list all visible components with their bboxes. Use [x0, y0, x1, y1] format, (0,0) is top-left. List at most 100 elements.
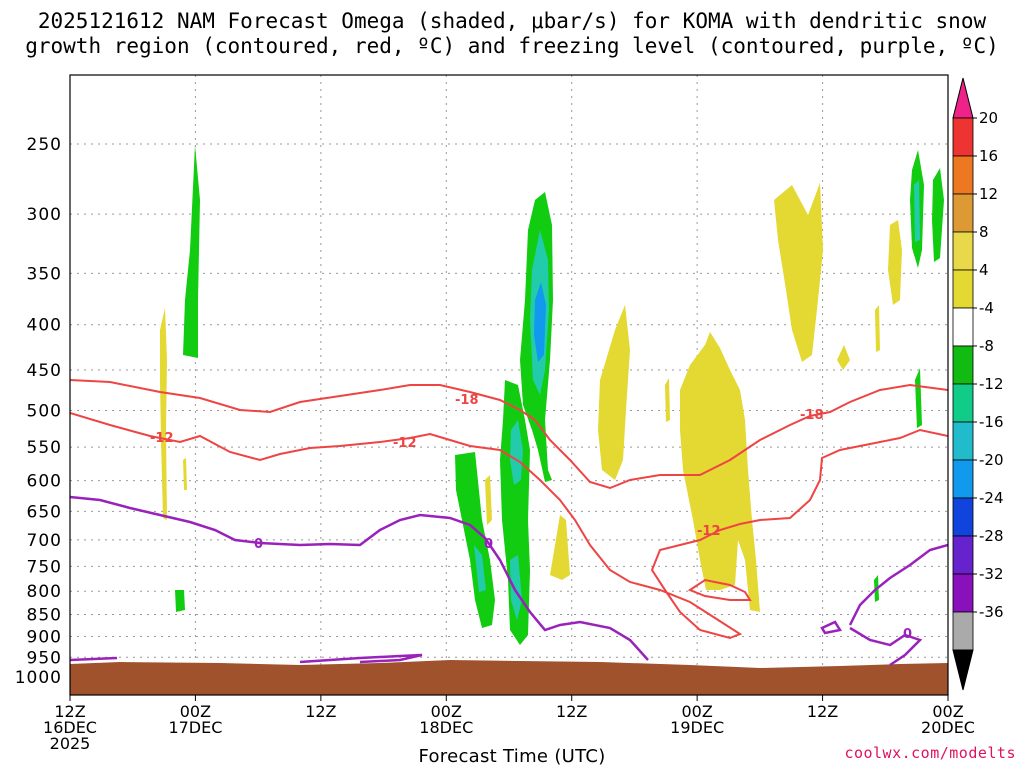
colorbar-segment: [952, 649, 974, 691]
omega-yellow-area: [875, 305, 880, 352]
dgz-contour-minus12: [70, 412, 948, 640]
y-tick-label: 600: [27, 472, 62, 492]
colorbar-segment: [952, 117, 974, 157]
colorbar-label: -4: [979, 299, 994, 317]
y-tick-label: 250: [27, 135, 62, 155]
colorbar-label: 20: [979, 109, 998, 127]
y-tick-label: 450: [27, 361, 62, 381]
freezing-level-contour: [820, 543, 948, 667]
y-tick-label: 300: [27, 205, 62, 225]
colorbar-label: -28: [979, 527, 1004, 545]
x-tick-label: 17DEC: [168, 718, 222, 737]
omega-green-area: [915, 368, 922, 428]
y-tick-label: 900: [27, 627, 62, 647]
colorbar: 20 16 12 8 4 -4 -8 -12 -16 -20 -24 -28 -32 -36: [952, 77, 1004, 691]
omega-green-area: [932, 168, 944, 262]
omega-yellow-area: [680, 332, 760, 612]
x-tick-label: 12Z: [807, 702, 838, 721]
contour-label: 0: [254, 537, 263, 552]
freezing-level-contour: [70, 653, 423, 664]
y-axis-ticks: 2503003504004505005506006507007508008509…: [15, 135, 62, 688]
colorbar-segment: [952, 421, 974, 461]
colorbar-segment: [952, 155, 974, 195]
colorbar-label: -32: [979, 565, 1004, 583]
colorbar-label: 8: [979, 223, 989, 241]
contour-label: -12: [393, 436, 417, 451]
omega-yellow-area: [160, 308, 167, 520]
x-tick-label: 00Z: [932, 702, 963, 721]
chart-title-line-2: growth region (contoured, red, ºC) and f…: [25, 34, 999, 58]
omega-cyan-area: [510, 555, 522, 620]
colorbar-label: -12: [979, 375, 1004, 393]
y-tick-label: 650: [27, 502, 62, 522]
x-tick-label: 19DEC: [670, 718, 724, 737]
colorbar-label: 12: [979, 185, 998, 203]
omega-yellow-area: [183, 458, 187, 490]
y-tick-label: 400: [27, 316, 62, 336]
plot-frame: [69, 74, 949, 696]
colorbar-segment: [952, 497, 974, 537]
contour-labels: -18 -12 -12 -18 -12 0 0 0: [150, 393, 912, 642]
omega-yellow-area: [774, 183, 823, 362]
omega-green-area: [500, 380, 530, 645]
contour-label: -12: [150, 431, 174, 446]
colorbar-segment: [952, 77, 974, 119]
colorbar-segment: [952, 307, 974, 347]
omega-yellow-area: [485, 475, 492, 525]
y-tick-label: 750: [27, 557, 62, 577]
x-tick-label: 2025: [50, 734, 91, 753]
colorbar-segment: [952, 611, 974, 651]
y-tick-label: 1000: [15, 668, 62, 688]
contour-label: -18: [800, 408, 824, 423]
x-tick-label: 18DEC: [419, 718, 473, 737]
colorbar-label: -24: [979, 489, 1004, 507]
omega-yellow-area: [837, 345, 850, 370]
credit-text: coolwx.com/modelts: [844, 744, 1016, 762]
y-tick-label: 500: [27, 402, 62, 422]
colorbar-segment: [952, 383, 974, 423]
x-tick-label: 12Z: [54, 702, 85, 721]
omega-green-area: [183, 145, 200, 358]
omega-cyan-area: [510, 420, 523, 485]
x-tick-label: 12Z: [556, 702, 587, 721]
y-tick-label: 950: [27, 648, 62, 668]
colorbar-segment: [952, 459, 974, 499]
y-tick-label: 350: [27, 264, 62, 284]
x-tick-label: 12Z: [305, 702, 336, 721]
omega-blue-area: [534, 282, 546, 362]
colorbar-segment: [952, 573, 974, 613]
colorbar-segment: [952, 231, 974, 271]
x-tick-label: 16DEC: [43, 718, 97, 737]
x-tick-label: 20DEC: [921, 718, 975, 737]
x-tick-label: 00Z: [180, 702, 211, 721]
dgz-contour-minus18: [70, 379, 948, 490]
omega-yellow-area: [888, 220, 902, 305]
freezing-level-contour: [70, 495, 649, 661]
x-axis-title: Forecast Time (UTC): [418, 746, 606, 767]
contour-label: -12: [697, 524, 721, 539]
omega-shading: [70, 145, 948, 695]
colorbar-label: 4: [979, 261, 989, 279]
omega-cyan-area: [474, 545, 486, 592]
colorbar-label: 16: [979, 147, 998, 165]
contour-label: -18: [455, 393, 479, 408]
omega-green-area: [175, 590, 185, 612]
contour-label: 0: [903, 627, 912, 642]
ground-surface: [70, 660, 948, 695]
colorbar-label: -36: [979, 603, 1004, 621]
colorbar-label: -16: [979, 413, 1004, 431]
colorbar-segment: [952, 193, 974, 233]
chart-title-line-1: 2025121612 NAM Forecast Omega (shaded, μ…: [37, 9, 987, 33]
x-tick-label: 00Z: [681, 702, 712, 721]
colorbar-label: -8: [979, 337, 994, 355]
y-tick-label: 550: [27, 438, 62, 458]
omega-cyan-area: [914, 180, 920, 242]
colorbar-segment: [952, 535, 974, 575]
dgz-contour-minus12: [687, 578, 752, 601]
colorbar-segment: [952, 345, 974, 385]
omega-yellow-area: [598, 305, 630, 480]
colorbar-label: -20: [979, 451, 1004, 469]
y-tick-label: 800: [27, 582, 62, 602]
colorbar-segment: [952, 269, 974, 309]
